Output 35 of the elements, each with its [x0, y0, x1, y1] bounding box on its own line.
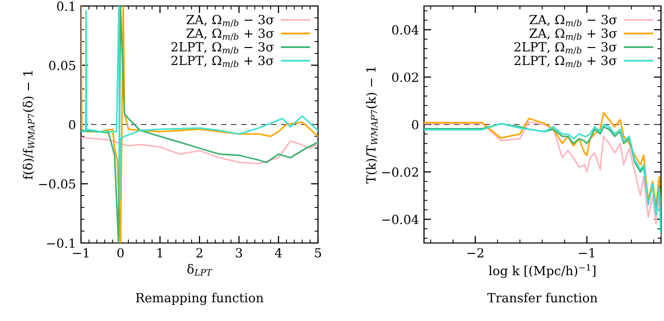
y-tick-label: −0.04 [382, 214, 419, 224]
y-tick-label: −0.02 [382, 167, 418, 177]
legend-label: 2LPT, Ω$_{m/b}$ + 3σ [514, 56, 617, 68]
x-tick-label: −1 [578, 248, 594, 258]
line-series [81, 136, 318, 164]
x-tick-label: 3 [236, 248, 242, 258]
y-tick-label: 0 [69, 120, 76, 130]
legend-label: ZA, Ω$_{m/b}$ − 3σ [186, 14, 274, 27]
y-tick-label: 0.05 [49, 60, 76, 70]
y-tick-label: 0 [412, 120, 418, 130]
x-axis-title: δ$_{LPT}$ [187, 264, 212, 276]
x-tick-label: 0 [117, 248, 124, 258]
legend-label: 2LPT, Ω$_{m/b}$ − 3σ [514, 42, 617, 54]
y-tick-label: 0.04 [392, 25, 419, 35]
x-tick-label: −2 [467, 248, 484, 258]
x-tick-label: −1 [73, 248, 88, 258]
legend-label: 2LPT, Ω$_{m/b}$ − 3σ [171, 42, 274, 54]
y-axis-title: f(δ)/f$_{WMAP7}$(δ) − 1 [22, 71, 34, 180]
x-tick-label: 4 [274, 248, 282, 258]
x-tick-label: 1 [158, 248, 162, 258]
x-tick-label: 2 [196, 248, 202, 258]
y-tick-label: −0.1 [47, 238, 74, 248]
text: Transfer function [487, 292, 598, 302]
y-tick-label: 0.02 [392, 72, 418, 82]
x-tick-label: 5 [315, 248, 322, 258]
legend-label: ZA, Ω$_{m/b}$ + 3σ [530, 28, 617, 41]
x-axis-title: log k [(Mpc/h)$^{−1}$] [488, 264, 596, 278]
line-series [81, 6, 318, 243]
legend-label: ZA, Ω$_{m/b}$ + 3σ [186, 28, 274, 41]
y-axis-title: T(k)/T$_{WMAP7}$(k) − 1 [366, 67, 378, 184]
y-tick-label: −0.05 [39, 179, 76, 189]
y-tick-label: 0.1 [57, 1, 74, 11]
text: Remapping function [136, 292, 264, 306]
legend-label: ZA, Ω$_{m/b}$ − 3σ [530, 14, 617, 27]
legend-label: 2LPT, Ω$_{m/b}$ + 3σ [171, 56, 274, 68]
